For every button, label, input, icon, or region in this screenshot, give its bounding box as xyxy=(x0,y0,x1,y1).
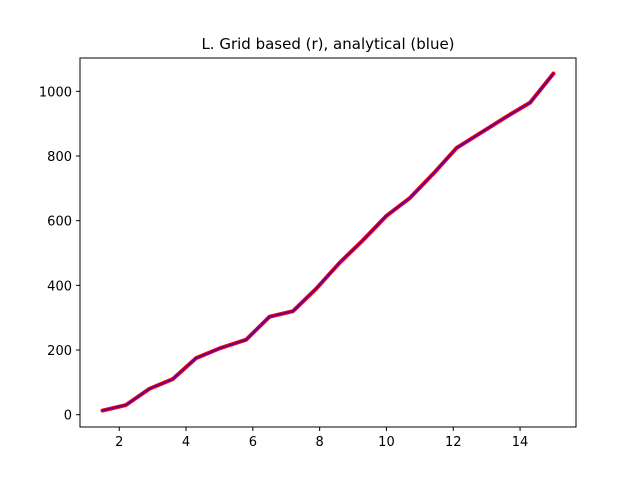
y-tick-label: 800 xyxy=(47,150,72,165)
x-tick-label: 8 xyxy=(316,435,324,450)
chart-title: L. Grid based (r), analytical (blue) xyxy=(201,35,454,53)
x-tick-label: 6 xyxy=(249,435,257,450)
x-tick-label: 12 xyxy=(445,435,462,450)
y-tick-label: 200 xyxy=(47,344,72,359)
x-axis: 2 4 6 8 10 12 14 xyxy=(115,427,528,450)
y-tick-label: 600 xyxy=(47,215,72,230)
x-tick-label: 4 xyxy=(182,435,190,450)
series-line-red xyxy=(100,71,556,413)
series-layer xyxy=(100,71,556,413)
y-axis: 0 200 400 600 800 1000 xyxy=(39,85,80,424)
x-tick-label: 14 xyxy=(512,435,529,450)
y-tick-label: 0 xyxy=(64,409,72,424)
x-tick-label: 2 xyxy=(115,435,123,450)
y-tick-label: 1000 xyxy=(39,85,72,100)
plot-area-frame xyxy=(79,57,577,428)
x-tick-label: 10 xyxy=(378,435,395,450)
y-tick-label: 400 xyxy=(47,279,72,294)
series-line-blue xyxy=(101,72,555,412)
